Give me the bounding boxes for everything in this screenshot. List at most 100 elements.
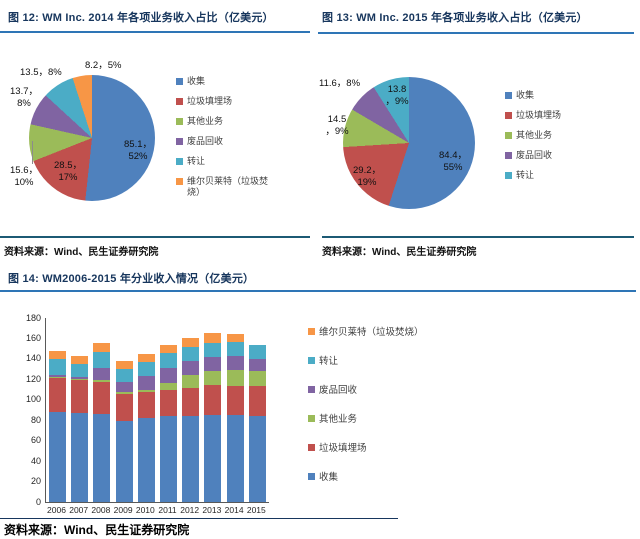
figure-12-title-rule <box>0 31 310 33</box>
bar-segment <box>71 377 89 380</box>
legend-item: 垃圾填埋场 <box>176 96 278 107</box>
y-axis-tick-label: 160 <box>25 332 41 343</box>
legend-label: 收集 <box>516 90 535 100</box>
figure-13-title: 图 13: WM Inc. 2015 年各项业务收入占比（亿美元） <box>322 12 588 24</box>
legend-swatch-icon <box>505 152 512 159</box>
bar-segment <box>204 356 222 372</box>
bar-segment <box>71 380 89 414</box>
figure-13-title-rule <box>318 32 634 34</box>
bar-segment <box>137 418 155 502</box>
bar-segment <box>115 421 133 502</box>
x-axis-tick-label: 2011 <box>158 505 177 515</box>
legend-label: 其他业务 <box>319 414 358 425</box>
legend-label: 垃圾填埋场 <box>516 110 562 120</box>
figure-12-source-rule <box>0 236 310 238</box>
bar-segment <box>160 368 177 384</box>
bar-segment <box>137 361 155 377</box>
bar-segment <box>137 376 155 390</box>
bar-segment <box>204 333 222 343</box>
legend-swatch-icon <box>308 357 315 364</box>
pie-data-label-landfill: 28.5， 17% <box>54 160 82 183</box>
bar-segment <box>248 371 266 386</box>
bar-segment <box>182 387 200 417</box>
legend-swatch-icon <box>505 112 512 119</box>
legend-label: 废品回收 <box>516 150 553 160</box>
legend-item: 转让 <box>308 355 420 368</box>
figure-14-bottom-rule <box>0 518 398 519</box>
bar-segment <box>160 352 177 369</box>
bar-segment <box>226 355 244 370</box>
x-axis-tick-label: 2015 <box>246 505 266 515</box>
x-axis-tick-label: 2010 <box>135 505 155 515</box>
y-axis-tick-label: 140 <box>25 353 41 364</box>
figure-12-legend: 收集 垃圾填埋场 其他业务 废品回收 转让 维尔贝莱特（垃圾焚烧） <box>176 76 278 207</box>
legend-swatch-icon <box>505 132 512 139</box>
legend-swatch-icon <box>176 118 183 125</box>
bar-segment <box>71 355 89 364</box>
legend-swatch-icon <box>308 328 315 335</box>
pie-chart-2014 <box>29 75 155 201</box>
bar-segment <box>248 385 266 416</box>
bar-segment <box>160 344 177 353</box>
legend-item: 维尔贝莱特（垃圾焚烧） <box>176 176 278 198</box>
bar-segment <box>226 333 244 343</box>
figure-14-title: 图 14: WM2006-2015 年分业收入情况（亿美元） <box>8 273 255 285</box>
legend-swatch-icon <box>176 158 183 165</box>
legend-swatch-icon <box>176 178 183 185</box>
legend-label: 转让 <box>516 170 535 180</box>
legend-label: 收集 <box>319 472 339 483</box>
bar-segment <box>93 414 111 502</box>
bar-segment <box>248 345 266 360</box>
bar-segment <box>49 358 66 376</box>
y-axis-tick-label: 100 <box>25 394 41 405</box>
legend-label: 转让 <box>319 356 339 367</box>
y-axis-tick-label: 20 <box>30 476 41 487</box>
y-axis-tick-label: 180 <box>25 312 41 323</box>
bar-segment <box>115 369 133 383</box>
legend-item: 其他业务 <box>308 413 420 426</box>
y-axis-tick-label: 40 <box>30 455 41 466</box>
x-axis-tick-label: 2007 <box>69 505 89 515</box>
legend-label: 垃圾填埋场 <box>319 443 367 454</box>
bar-segment <box>115 393 133 422</box>
bar-segment <box>115 360 133 370</box>
x-axis-tick-label: 2013 <box>202 505 222 515</box>
bar-segment <box>226 415 244 502</box>
bar-segment <box>182 360 200 376</box>
legend-label: 垃圾填埋场 <box>187 96 233 106</box>
pie-chart-2015 <box>343 77 475 209</box>
x-axis-tick-label: 2009 <box>113 505 133 515</box>
legend-item: 废品回收 <box>176 136 278 147</box>
legend-swatch-icon <box>308 386 315 393</box>
pie-data-label-wheelabrator: 8.2，5% <box>85 60 122 71</box>
legend-label: 废品回收 <box>187 136 224 146</box>
legend-item: 废品回收 <box>505 150 607 161</box>
bar-segment <box>182 338 200 347</box>
x-axis-tick-label: 2012 <box>180 505 200 515</box>
bar-segment <box>93 342 111 352</box>
figure-12-title: 图 12: WM Inc. 2014 年各项业务收入占比（亿美元） <box>8 12 274 24</box>
bar-segment <box>248 359 266 372</box>
figure-13-legend: 收集 垃圾填埋场 其他业务 废品回收 转让 <box>505 90 607 190</box>
bar-segment <box>115 382 133 392</box>
bar-segment <box>137 353 155 362</box>
pie-data-label-collection: 84.4， 55% <box>439 150 467 173</box>
legend-swatch-icon <box>308 444 315 451</box>
bar-segment <box>49 412 66 502</box>
legend-swatch-icon <box>176 138 183 145</box>
figure-14-title-rule <box>0 290 636 292</box>
bar-segment <box>248 415 266 502</box>
bar-segment <box>204 415 222 502</box>
bar-segment <box>204 342 222 357</box>
legend-item: 收集 <box>505 90 607 101</box>
legend-item: 收集 <box>176 76 278 87</box>
figure-12-source: 资料来源：Wind、民生证券研究院 <box>4 247 159 258</box>
legend-label: 废品回收 <box>319 385 358 396</box>
legend-item: 垃圾填埋场 <box>308 442 420 455</box>
legend-item: 收集 <box>308 471 420 484</box>
y-axis-tick-label: 80 <box>30 414 41 425</box>
legend-item: 废品回收 <box>308 384 420 397</box>
bar-segment <box>226 342 244 356</box>
pie-data-label-transfer: 13.8 ，9% <box>385 84 409 107</box>
bar-segment <box>71 379 89 381</box>
